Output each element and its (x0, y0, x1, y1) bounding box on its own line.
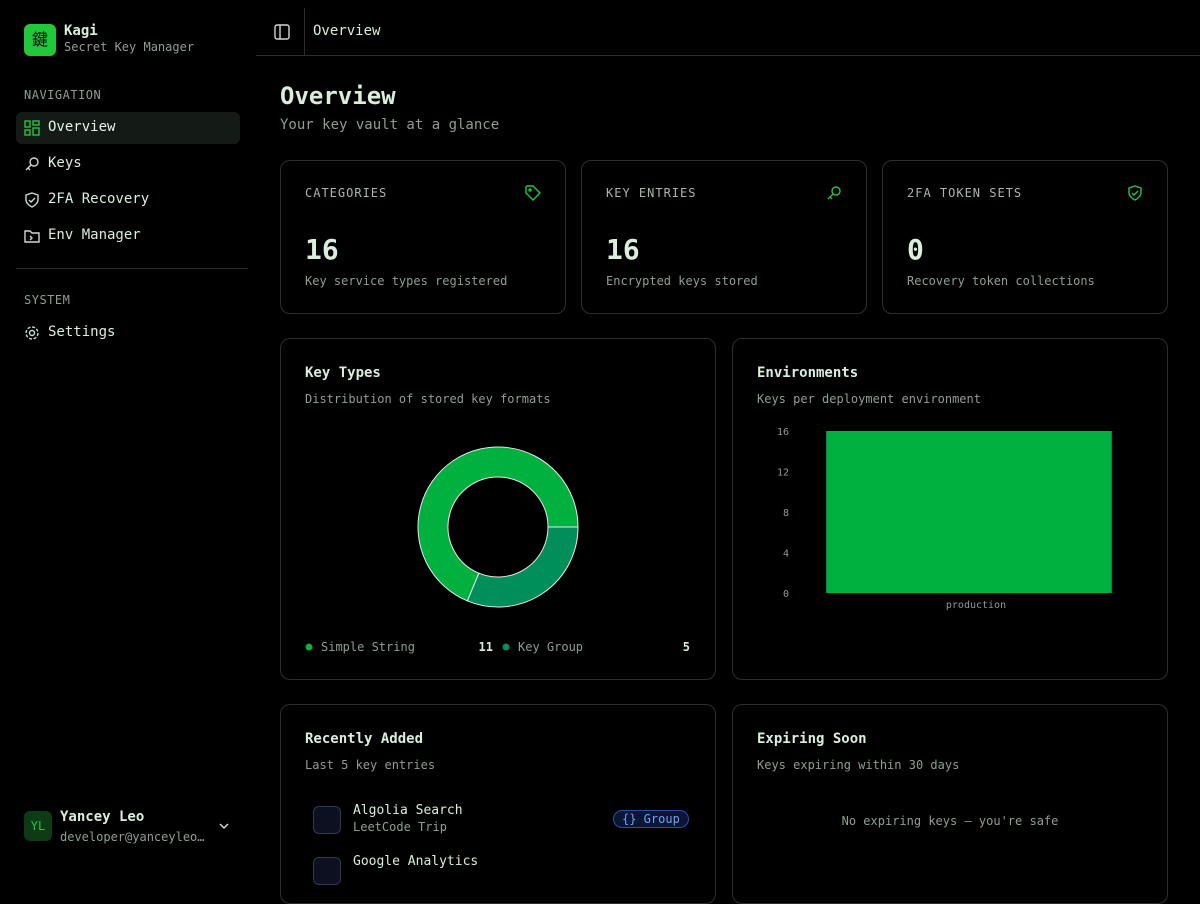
card-title: Expiring Soon (757, 731, 867, 747)
card-title: Key Types (305, 365, 381, 381)
stat-value: 16 (305, 233, 339, 266)
header-sep (304, 8, 305, 55)
icon (25, 157, 39, 171)
stat-card: KEY ENTRIES 16 Encrypted keys stored (581, 160, 867, 314)
card-subtitle: Keys expiring within 30 days (757, 758, 960, 772)
app-name: Kagi (64, 23, 98, 39)
nav-item[interactable]: Settings (48, 324, 116, 340)
user-email: developer@yanceyleo… (60, 830, 205, 844)
sidebar-toggle[interactable] (274, 24, 290, 40)
stat-label: CATEGORIES (305, 186, 388, 200)
chart-card: Key Types Distribution of stored key for… (280, 338, 716, 680)
icon (827, 186, 841, 200)
icon (24, 120, 40, 136)
breadcrumb: Overview (313, 23, 381, 39)
stat-card: CATEGORIES 16 Key service types register… (280, 160, 566, 314)
stat-caption: Recovery token collections (907, 274, 1095, 288)
card-subtitle: Keys per deployment environment (757, 392, 981, 406)
app-subtitle: Secret Key Manager (64, 40, 195, 54)
divider (16, 268, 248, 269)
user-name: Yancey Leo (60, 809, 145, 825)
nav-item[interactable]: Overview (48, 119, 116, 135)
stat-value: 16 (606, 233, 640, 266)
stat-label: 2FA TOKEN SETS (907, 186, 1023, 200)
page-title: Overview (280, 82, 396, 110)
icon (24, 230, 40, 243)
expiring-card: Expiring Soon Keys expiring within 30 da… (732, 704, 1168, 904)
chart-card: Environments Keys per deployment environ… (732, 338, 1168, 680)
card-title: Environments (757, 365, 859, 381)
stat-caption: Encrypted keys stored (606, 274, 758, 288)
card-title: Recently Added (305, 731, 424, 747)
recent-card: Recently Added Last 5 key entries Algoli… (280, 704, 716, 904)
stat-card: 2FA TOKEN SETS 0 Recovery token collecti… (882, 160, 1168, 314)
service-icon (313, 857, 341, 885)
badge: {} Group (613, 810, 689, 828)
empty-state: No expiring keys — you're safe (841, 814, 1059, 828)
icon (25, 326, 39, 340)
item-group: LeetCode Trip (353, 820, 447, 834)
icon (1128, 185, 1142, 201)
item-name[interactable]: Algolia Search (353, 803, 463, 818)
icon (525, 185, 541, 201)
item-name[interactable]: Google Analytics (353, 854, 479, 869)
card-subtitle: Last 5 key entries (305, 758, 436, 772)
section-title: SYSTEM (24, 293, 71, 307)
avatar: YL (24, 811, 52, 841)
card-subtitle: Distribution of stored key formats (305, 392, 551, 406)
page: 鍵 Kagi Secret Key Manager NAVIGATION Ove… (16, 8, 1200, 904)
nav-item[interactable]: 2FA Recovery (48, 191, 150, 207)
header-border (256, 55, 1200, 56)
section-title: NAVIGATION (24, 88, 102, 102)
chevron[interactable] (218, 820, 230, 832)
icon (25, 192, 39, 208)
nav-item[interactable]: Keys (48, 155, 82, 171)
logo: 鍵 (24, 24, 56, 56)
active-bg (16, 112, 240, 144)
stat-value: 0 (907, 233, 924, 266)
page-subtitle: Your key vault at a glance (280, 117, 500, 133)
nav-item[interactable]: Env Manager (48, 227, 141, 243)
service-icon (313, 806, 341, 834)
stat-caption: Key service types registered (305, 274, 508, 288)
stat-label: KEY ENTRIES (606, 186, 697, 200)
